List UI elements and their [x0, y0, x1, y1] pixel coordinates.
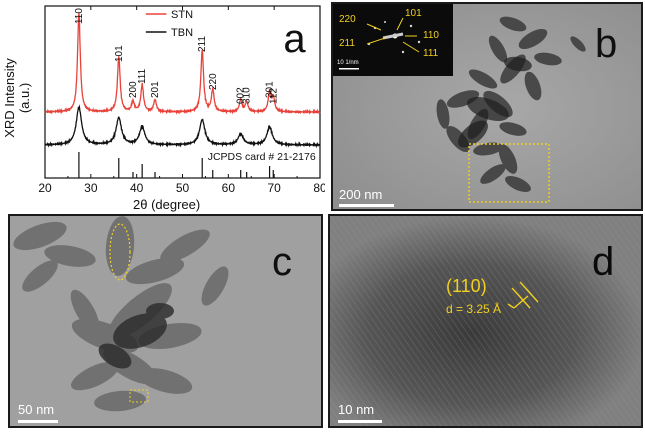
panel-d-scalebar-label: 10 nm — [338, 402, 375, 417]
x-tick-label: 70 — [267, 181, 281, 195]
x-tick-label: 80 — [313, 181, 325, 195]
peak-label: 002 — [236, 87, 247, 104]
panel-b-scalebar-label: 200 nm — [339, 187, 383, 202]
panel-a-xrd-chart: 20 30 40 50 60 70 80 JCPDS card # 21-2176 110 101… — [0, 0, 327, 212]
saed-label-110: 110 — [423, 30, 439, 41]
saed-scalebar-label: 10 1/nm — [337, 60, 359, 66]
panel-d-letter: d — [592, 240, 615, 284]
panel-c-scalebar — [18, 420, 58, 423]
x-tick-label: 50 — [176, 181, 190, 195]
x-axis-title: 2θ (degree) — [133, 197, 201, 212]
y-axis-title: XRD Intensity (a.u.) — [2, 58, 32, 138]
peak-label: 211 — [197, 36, 208, 52]
saed-label-220: 220 — [339, 14, 356, 25]
peak-label: 112 — [268, 88, 279, 104]
x-tick-label: 40 — [130, 181, 144, 195]
xrd-plot-svg: 20 30 40 50 60 70 80 JCPDS card # 21-2176 110 101… — [38, 5, 327, 195]
panel-b-letter: b — [595, 22, 618, 66]
tem-micrograph-b — [333, 4, 641, 209]
peak-label: 220 — [208, 73, 219, 90]
x-tick-label: 30 — [84, 181, 98, 195]
saed-label-211: 211 — [339, 38, 355, 49]
series-line-stn — [44, 12, 321, 115]
lattice-plane-label: (110) — [446, 276, 487, 296]
tem-micrograph-c — [10, 216, 321, 426]
saed-label-101: 101 — [405, 8, 422, 19]
legend-label-tbn: TBN — [171, 27, 193, 39]
peak-label: 201 — [150, 81, 161, 98]
panel-c-letter: c — [272, 240, 292, 284]
panel-c-tem-image: c 50 nm — [8, 214, 323, 428]
panel-d-hrtem-image: d (110) d = 3.25 Å 10 nm — [328, 214, 643, 428]
legend-label-stn: STN — [171, 9, 193, 21]
peak-label: 111 — [137, 68, 148, 84]
hrtem-micrograph-d — [330, 216, 641, 426]
reference-card-label: JCPDS card # 21-2176 — [208, 151, 316, 163]
panel-b-scalebar — [339, 204, 394, 207]
panel-c-scalebar-label: 50 nm — [18, 402, 55, 417]
peak-label: 200 — [128, 81, 139, 98]
saed-label-111: 111 — [423, 48, 439, 59]
peak-label: 101 — [114, 45, 125, 62]
peak-label: 310 — [242, 87, 253, 104]
d-spacing-label: d = 3.25 Å — [446, 302, 502, 316]
peak-label: 301 — [265, 81, 276, 98]
x-tick-label: 20 — [38, 181, 52, 195]
series-line-tbn — [44, 104, 321, 149]
plot-frame — [44, 5, 321, 179]
x-tick-label: 60 — [222, 181, 236, 195]
panel-d-scalebar — [338, 420, 382, 423]
panel-b-tem-image: 220 101 211 110 111 10 1/nm b 200 nm — [331, 2, 643, 211]
panel-a-letter: a — [283, 17, 306, 61]
peak-label: 110 — [74, 8, 85, 24]
